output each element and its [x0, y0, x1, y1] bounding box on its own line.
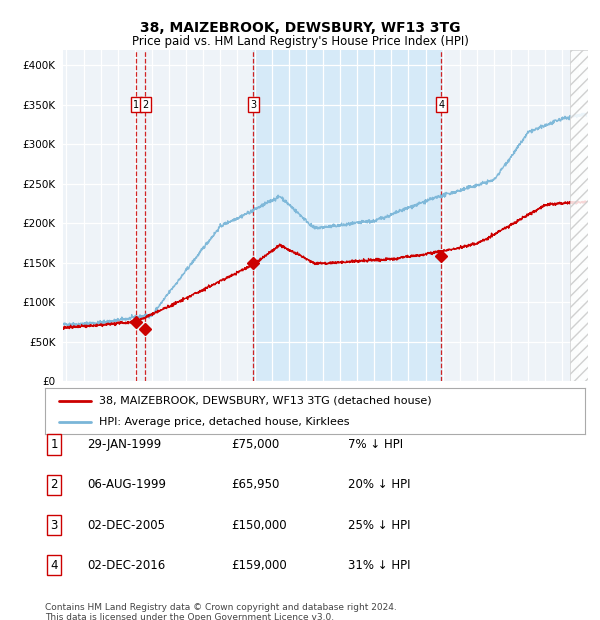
Text: 06-AUG-1999: 06-AUG-1999	[87, 479, 166, 491]
Text: £75,000: £75,000	[231, 438, 279, 451]
Text: 1: 1	[50, 438, 58, 451]
Text: 38, MAIZEBROOK, DEWSBURY, WF13 3TG: 38, MAIZEBROOK, DEWSBURY, WF13 3TG	[140, 21, 460, 35]
Bar	[569, 50, 588, 381]
Bar	[253, 50, 441, 381]
Text: 02-DEC-2016: 02-DEC-2016	[87, 559, 165, 572]
Text: 31% ↓ HPI: 31% ↓ HPI	[348, 559, 410, 572]
Text: 2: 2	[142, 100, 148, 110]
Text: 3: 3	[250, 100, 256, 110]
Text: HPI: Average price, detached house, Kirklees: HPI: Average price, detached house, Kirk…	[99, 417, 349, 427]
Text: 38, MAIZEBROOK, DEWSBURY, WF13 3TG (detached house): 38, MAIZEBROOK, DEWSBURY, WF13 3TG (deta…	[99, 396, 431, 405]
Text: 4: 4	[438, 100, 445, 110]
Text: 7% ↓ HPI: 7% ↓ HPI	[348, 438, 403, 451]
Text: 02-DEC-2005: 02-DEC-2005	[87, 519, 165, 531]
Text: £159,000: £159,000	[231, 559, 287, 572]
Text: £150,000: £150,000	[231, 519, 287, 531]
Text: Price paid vs. HM Land Registry's House Price Index (HPI): Price paid vs. HM Land Registry's House …	[131, 35, 469, 48]
Text: Contains HM Land Registry data © Crown copyright and database right 2024.
This d: Contains HM Land Registry data © Crown c…	[45, 603, 397, 620]
Text: 25% ↓ HPI: 25% ↓ HPI	[348, 519, 410, 531]
Text: 29-JAN-1999: 29-JAN-1999	[87, 438, 161, 451]
Text: 4: 4	[50, 559, 58, 572]
Text: 1: 1	[133, 100, 139, 110]
Text: 2: 2	[50, 479, 58, 491]
Text: 3: 3	[50, 519, 58, 531]
Bar	[569, 50, 588, 381]
Text: £65,950: £65,950	[231, 479, 280, 491]
Text: 20% ↓ HPI: 20% ↓ HPI	[348, 479, 410, 491]
